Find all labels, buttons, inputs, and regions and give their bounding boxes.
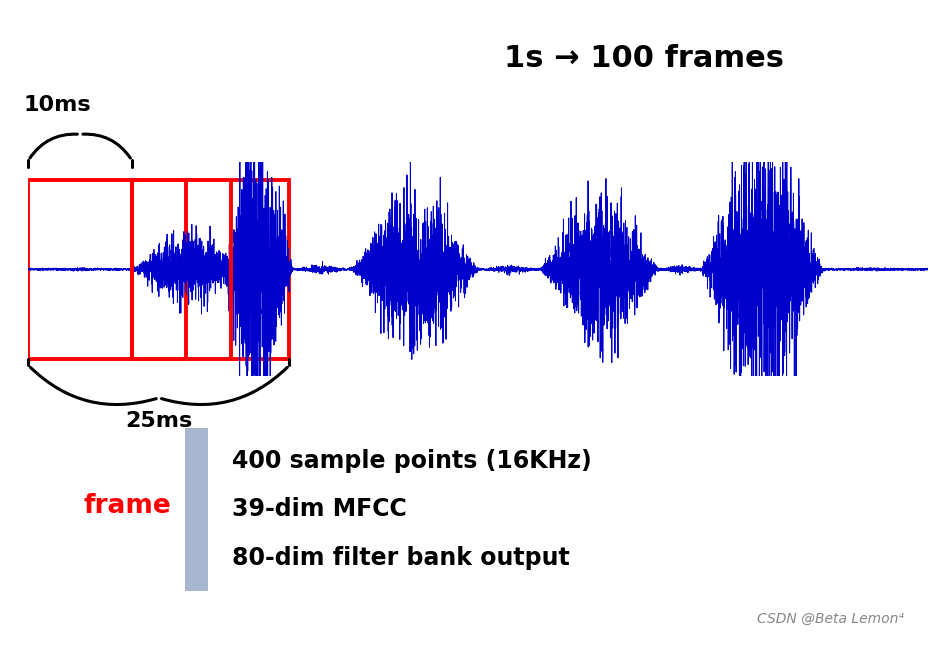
Bar bbox=[185, 428, 208, 591]
Text: 39-dim MFCC: 39-dim MFCC bbox=[232, 498, 407, 521]
Text: 1s → 100 frames: 1s → 100 frames bbox=[504, 44, 784, 73]
Bar bbox=[28, 180, 186, 359]
Text: 80-dim filter bank output: 80-dim filter bank output bbox=[232, 546, 570, 570]
Text: CSDN @Beta Lemon⁴: CSDN @Beta Lemon⁴ bbox=[758, 612, 904, 626]
Bar bbox=[132, 180, 289, 359]
Text: frame: frame bbox=[84, 493, 171, 519]
Text: 25ms: 25ms bbox=[125, 411, 192, 431]
Text: 10ms: 10ms bbox=[24, 95, 91, 115]
Text: 400 sample points (16KHz): 400 sample points (16KHz) bbox=[232, 449, 592, 472]
